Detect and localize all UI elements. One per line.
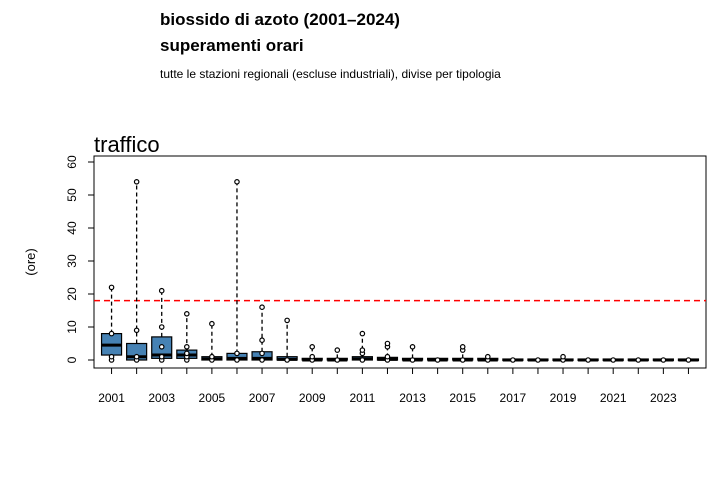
x-tick-label: 2007	[249, 391, 276, 405]
chart-title: biossido di azoto (2001–2024)	[160, 10, 400, 29]
station-point	[209, 353, 215, 360]
station-point	[359, 347, 366, 353]
station-point	[685, 357, 692, 363]
station-point	[585, 357, 591, 363]
station-point	[384, 353, 391, 360]
y-tick-label: 30	[65, 254, 79, 268]
x-tick-label: 2015	[449, 391, 476, 405]
x-tick-label: 2013	[399, 391, 426, 405]
station-point	[108, 353, 115, 360]
station-point	[184, 343, 190, 350]
y-tick-label: 10	[65, 320, 79, 334]
station-point	[309, 343, 316, 350]
x-tick-label: 2021	[600, 391, 627, 405]
station-point	[660, 357, 667, 363]
station-point	[284, 357, 290, 363]
plot-area: 0 10 20 30 40 50 60 2001 2003 2005 2007 2009 2011 201…	[65, 155, 707, 405]
station-point	[234, 350, 240, 357]
station-point	[459, 357, 466, 363]
station-point	[284, 317, 290, 324]
station-point	[309, 353, 316, 360]
station-point	[158, 353, 165, 360]
x-tick-label: 2023	[650, 391, 677, 405]
station-point	[259, 350, 265, 357]
x-tick-label: 2019	[550, 391, 577, 405]
station-point	[510, 357, 516, 363]
plot-frame	[93, 155, 707, 369]
x-tick-label: 2001	[98, 391, 125, 405]
x-tick-label: 2005	[199, 391, 226, 405]
station-point	[484, 353, 491, 360]
station-point	[259, 337, 265, 344]
station-point	[133, 179, 140, 185]
station-point	[234, 357, 240, 363]
station-point	[209, 320, 215, 327]
station-point	[158, 343, 165, 350]
station-point	[359, 357, 366, 363]
y-tick-label: 40	[65, 221, 79, 235]
station-point	[133, 353, 140, 360]
station-point	[434, 357, 441, 363]
chart-subtitle: tutte le stazioni regionali (escluse ind…	[160, 67, 501, 81]
station-point	[234, 179, 240, 185]
station-point	[108, 330, 115, 337]
station-point	[334, 357, 341, 363]
station-point	[158, 287, 165, 294]
station-point	[359, 330, 366, 337]
station-point	[560, 353, 566, 360]
station-point	[459, 343, 466, 350]
chart-title-line2: superamenti orari	[160, 36, 304, 55]
station-point	[259, 357, 265, 363]
y-tick-label: 20	[65, 287, 79, 301]
x-tick-label: 2009	[299, 391, 326, 405]
station-point	[384, 340, 391, 347]
y-tick-label: 0	[65, 356, 79, 363]
station-point	[259, 304, 265, 311]
station-point	[334, 347, 341, 353]
station-point	[184, 350, 190, 357]
station-point	[108, 284, 115, 291]
x-tick-label: 2011	[349, 391, 375, 405]
x-tick-label: 2017	[500, 391, 527, 405]
station-point	[535, 357, 541, 363]
station-point	[610, 357, 616, 363]
station-point	[158, 324, 165, 330]
station-point	[184, 310, 190, 317]
station-point	[133, 327, 140, 334]
station-point	[635, 357, 642, 363]
station-point	[409, 343, 416, 350]
y-axis-label: (ore)	[23, 248, 38, 275]
x-tick-label: 2003	[148, 391, 175, 405]
station-point	[409, 357, 416, 363]
y-tick-label: 50	[65, 188, 79, 202]
panel-title: traffico	[94, 132, 160, 157]
y-tick-label: 60	[65, 155, 79, 169]
